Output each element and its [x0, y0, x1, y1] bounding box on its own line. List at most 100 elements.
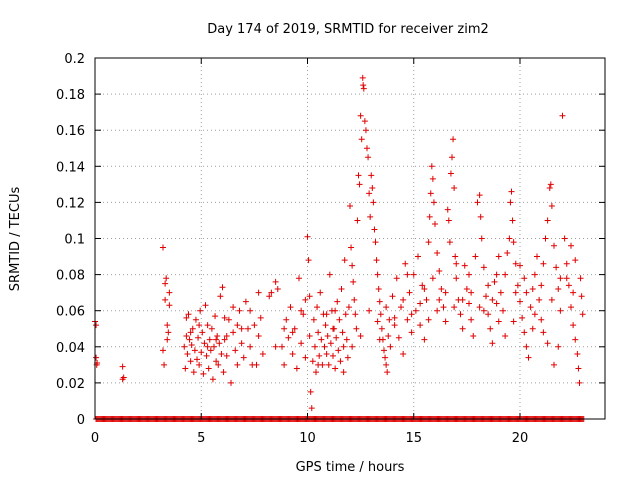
- data-point: [186, 336, 193, 343]
- y-tick-label: 0.2: [64, 52, 85, 67]
- data-point: [204, 322, 211, 329]
- data-point: [228, 379, 234, 386]
- data-point: [542, 235, 549, 242]
- chart-title: Day 174 of 2019, SRMTID for receiver zim…: [207, 22, 489, 37]
- data-point: [339, 329, 346, 336]
- data-point: [514, 282, 521, 289]
- data-point: [425, 239, 432, 246]
- data-point: [272, 278, 279, 285]
- data-point: [296, 275, 302, 282]
- data-point: [322, 322, 329, 329]
- data-point: [472, 253, 479, 260]
- data-point: [547, 181, 554, 188]
- data-point: [315, 361, 322, 368]
- data-point: [540, 329, 547, 336]
- data-point: [187, 329, 194, 336]
- data-point: [538, 282, 545, 289]
- data-point: [426, 213, 433, 220]
- data-point: [523, 289, 530, 296]
- data-point: [219, 284, 226, 291]
- data-points: [92, 74, 587, 422]
- data-point: [502, 271, 509, 278]
- data-point: [187, 358, 194, 365]
- data-point: [468, 289, 475, 296]
- x-axis-label: GPS time / hours: [296, 460, 405, 475]
- data-point: [544, 217, 551, 224]
- data-point: [579, 311, 586, 318]
- data-point: [189, 325, 196, 332]
- data-point: [449, 154, 455, 161]
- data-point: [415, 253, 421, 260]
- data-point: [164, 322, 171, 329]
- data-point: [495, 253, 502, 260]
- data-point: [384, 369, 391, 376]
- data-point: [206, 336, 213, 343]
- data-point: [557, 275, 564, 282]
- data-point: [428, 163, 435, 170]
- data-point: [211, 343, 217, 350]
- data-point: [412, 307, 419, 314]
- data-point: [373, 257, 380, 264]
- data-point: [289, 351, 296, 358]
- data-point: [406, 289, 413, 296]
- x-tick-label: 15: [405, 431, 422, 446]
- data-point: [519, 314, 526, 321]
- data-point: [429, 175, 436, 182]
- data-point: [223, 352, 230, 359]
- data-point: [197, 307, 204, 314]
- data-point: [351, 296, 358, 303]
- data-point: [385, 332, 392, 339]
- data-point: [432, 221, 438, 228]
- data-point: [538, 316, 545, 323]
- data-point: [536, 296, 543, 303]
- data-point: [361, 118, 368, 125]
- data-point: [311, 343, 318, 350]
- data-point: [389, 293, 396, 300]
- data-point: [453, 260, 460, 267]
- data-point: [376, 298, 383, 305]
- data-point: [257, 314, 264, 321]
- data-point: [355, 172, 362, 179]
- data-point: [570, 322, 577, 329]
- data-point: [161, 361, 168, 368]
- data-point: [304, 233, 311, 240]
- y-tick-label: 0.04: [56, 341, 85, 356]
- data-point: [353, 325, 360, 332]
- data-point: [221, 336, 228, 343]
- data-point: [563, 275, 570, 282]
- data-point: [217, 293, 224, 300]
- data-point: [570, 289, 577, 296]
- data-point: [419, 282, 426, 289]
- data-point: [324, 332, 331, 339]
- data-point: [574, 351, 581, 358]
- y-tick-label: 0.1: [64, 233, 85, 248]
- data-point: [234, 361, 241, 368]
- data-point: [463, 286, 470, 293]
- axis-ticks: [94, 57, 605, 420]
- data-point: [425, 316, 432, 323]
- data-point: [185, 311, 192, 318]
- data-point: [489, 340, 496, 347]
- data-point: [354, 217, 361, 224]
- data-point: [376, 336, 383, 343]
- data-point: [483, 293, 489, 300]
- data-point: [349, 262, 356, 269]
- data-point: [529, 325, 536, 332]
- data-point: [259, 351, 266, 358]
- data-point: [548, 296, 555, 303]
- data-point: [429, 275, 436, 282]
- data-point: [578, 293, 585, 300]
- data-point: [517, 262, 523, 269]
- data-point: [204, 343, 211, 350]
- data-point: [93, 354, 100, 361]
- data-point: [364, 145, 370, 152]
- data-point: [436, 267, 443, 274]
- data-point: [544, 340, 551, 347]
- data-point: [410, 271, 417, 278]
- data-point: [442, 318, 449, 325]
- data-point: [417, 300, 424, 307]
- data-point: [330, 352, 336, 359]
- data-point: [470, 332, 477, 339]
- data-point: [359, 74, 366, 81]
